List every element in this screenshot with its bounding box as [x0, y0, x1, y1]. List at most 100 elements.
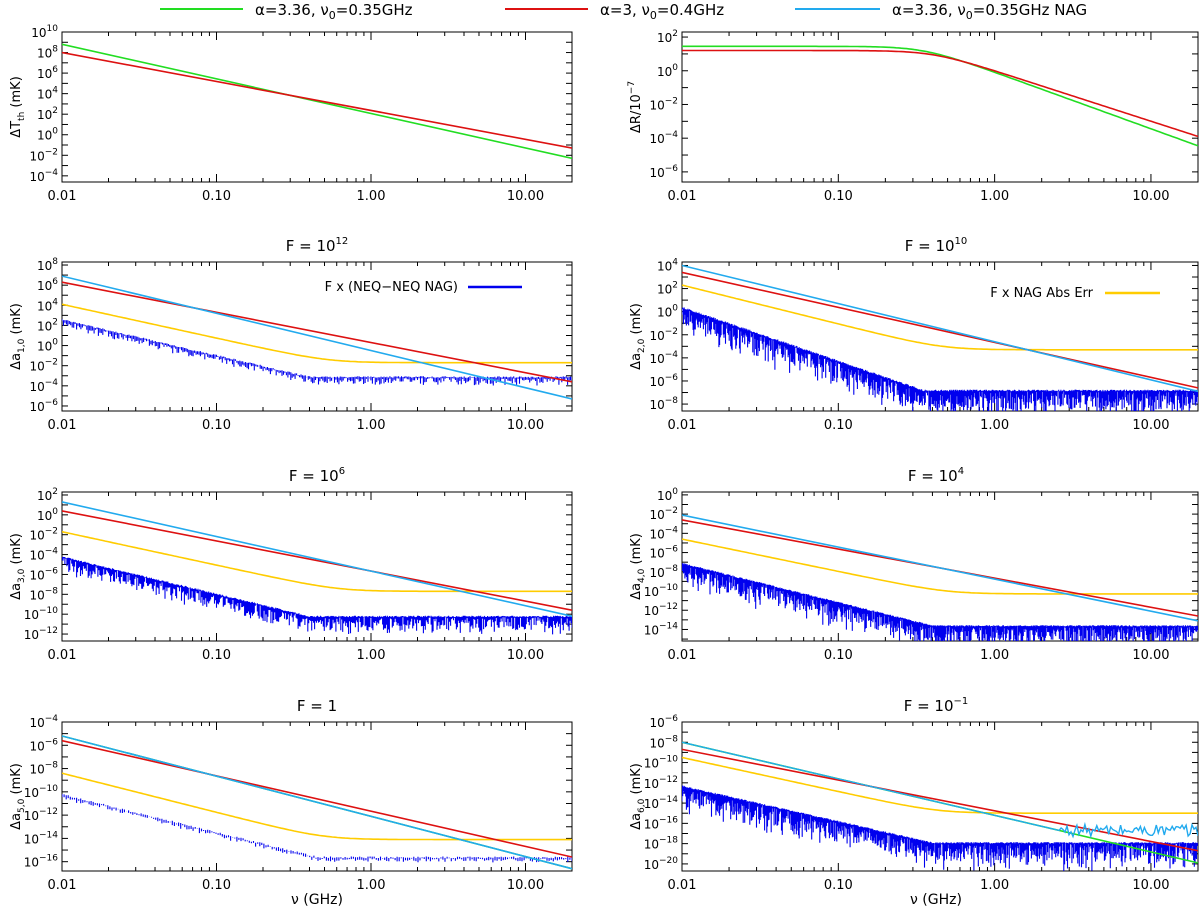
- series-p7-noise-noise: [682, 785, 1198, 871]
- y-tick-label-p2: 106: [37, 277, 58, 293]
- y-tick-label-p6: 10−6: [29, 737, 58, 753]
- series-p6-noise-noise: [62, 794, 572, 863]
- x-tick-label-p1: 10.00: [1132, 189, 1169, 204]
- series-p7-floor-naga: [682, 756, 1198, 814]
- y-tick-label-p1: 100: [657, 63, 678, 79]
- panel-p3: 0.01 0.10 1.00 10.00 10−8 10−6 10−4 10−2 100 102 1…: [629, 257, 1199, 433]
- series-p7-power-red: [682, 748, 1198, 852]
- x-tick-label-p3: 0.10: [824, 418, 853, 433]
- series-p6-floor-naga: [62, 772, 572, 841]
- series-layer-p6: [62, 735, 572, 870]
- y-axis-label-p7: Δa6,0 (mK): [629, 763, 647, 830]
- x-tick-label-p7: 0.01: [668, 878, 697, 893]
- y-tick-label-p4: 10−10: [24, 606, 59, 622]
- inset-legend-label-p2: F x (NEQ−NEQ NAG): [325, 280, 458, 295]
- series-p3-power-red: [682, 271, 1198, 389]
- x-tick-label-p7: 10.00: [1132, 878, 1169, 893]
- panel-p4: 0.01 0.10 1.00 10.00 10−12 10−10 10−8 10−6 10−4 1…: [9, 487, 573, 663]
- x-tick-label-p4: 0.01: [48, 648, 77, 663]
- series-layer-p0: [62, 43, 572, 160]
- panel-p7: 0.01 0.10 1.00 10.00 10−20 10−18 10−16 10−14 10−…: [629, 714, 1199, 893]
- x-tick-label-p6: 0.01: [48, 878, 77, 893]
- panel-title-p6: F = 1: [297, 697, 337, 715]
- y-tick-label-p7: 10−6: [649, 714, 678, 730]
- panel-p6: 0.01 0.10 1.00 10.00 10−16 10−14 10−12 10−10 10−…: [9, 714, 573, 893]
- y-tick-label-p5: 10−4: [649, 525, 678, 541]
- y-tick-label-p5: 10−2: [649, 506, 678, 522]
- legend-label-cyan: α=3.36, ν0=0.35GHz NAG: [892, 1, 1087, 22]
- series-p5-floor-naga: [682, 538, 1198, 595]
- y-tick-label-p3: 100: [657, 304, 678, 320]
- y-tick-label-p7: 10−18: [644, 836, 679, 852]
- y-tick-label-p3: 10−4: [649, 350, 678, 366]
- axes-frame-p4: [61, 491, 573, 642]
- series-layer-p4: [62, 501, 572, 635]
- series-p3-floor-naga: [682, 284, 1198, 351]
- series-p1-turnover-green: [682, 45, 1198, 147]
- series-p1-turnover-red: [682, 49, 1198, 138]
- legend-entry-green: α=3.36, ν0=0.35GHz: [160, 1, 413, 22]
- y-tick-label-p2: 108: [37, 257, 58, 273]
- y-tick-label-p7: 10−12: [644, 775, 678, 791]
- y-tick-label-p5: 10−8: [649, 564, 678, 580]
- x-tick-label-p6: 10.00: [507, 878, 544, 893]
- series-layer-p1: [682, 45, 1198, 147]
- y-tick-label-p3: 10−2: [649, 327, 678, 343]
- y-tick-label-p6: 10−4: [29, 714, 58, 730]
- panel-title-p2: F = 1012: [286, 236, 349, 255]
- x-tick-label-p0: 1.00: [357, 189, 386, 204]
- x-tick-label-p0: 10.00: [507, 189, 544, 204]
- series-p4-power-red: [62, 510, 572, 611]
- y-tick-label-p1: 10−2: [649, 96, 678, 112]
- x-tick-label-p0: 0.10: [202, 189, 231, 204]
- y-tick-label-p0: 108: [37, 45, 58, 61]
- y-tick-label-p3: 104: [657, 257, 678, 273]
- series-layer-p3: [682, 264, 1198, 411]
- y-tick-label-p4: 10−4: [29, 547, 58, 563]
- y-tick-label-p4: 10−12: [24, 626, 58, 642]
- y-tick-label-p7: 10−14: [644, 795, 679, 811]
- series-p4-floor-naga: [62, 530, 572, 593]
- axes-frame-p3: [681, 261, 1199, 412]
- y-tick-label-p5: 10−10: [644, 583, 679, 599]
- series-p2-noise-noise: [62, 319, 572, 386]
- panel-title-p4: F = 106: [289, 466, 345, 485]
- y-tick-label-p3: 10−6: [649, 373, 678, 389]
- x-tick-label-p5: 1.00: [980, 648, 1009, 663]
- y-tick-label-p2: 10−6: [29, 398, 58, 414]
- x-tick-label-p5: 10.00: [1132, 648, 1169, 663]
- legend-label-green: α=3.36, ν0=0.35GHz: [255, 1, 413, 22]
- inset-legend-label-p3: F x NAG Abs Err: [990, 286, 1093, 301]
- x-tick-label-p2: 0.10: [202, 418, 231, 433]
- y-axis-label-p1: ΔR/10−7: [627, 81, 644, 133]
- y-tick-label-p4: 10−2: [29, 527, 58, 543]
- x-tick-label-p3: 1.00: [980, 418, 1009, 433]
- series-p4-power-cyan: [62, 501, 572, 617]
- y-tick-label-p1: 10−6: [649, 164, 678, 180]
- x-tick-label-p5: 0.10: [824, 648, 853, 663]
- y-tick-label-p5: 10−6: [649, 545, 678, 561]
- y-axis-label-p3: Δa2,0 (mK): [629, 303, 647, 370]
- y-tick-label-p0: 10−2: [29, 147, 58, 163]
- x-tick-label-p1: 1.00: [980, 189, 1009, 204]
- y-tick-label-p4: 102: [37, 487, 58, 503]
- y-tick-label-p6: 10−16: [24, 854, 59, 870]
- series-p3-power-cyan: [682, 264, 1198, 393]
- y-tick-label-p4: 10−6: [29, 566, 58, 582]
- y-tick-label-p0: 100: [37, 127, 58, 143]
- axes-frame-p0: [61, 31, 573, 183]
- y-tick-label-p3: 10−8: [649, 396, 678, 412]
- y-tick-label-p0: 106: [37, 65, 58, 81]
- legend-label-red: α=3, ν0=0.4GHz: [600, 1, 724, 22]
- inset-legend-p3: F x NAG Abs Err: [990, 286, 1160, 301]
- x-tick-label-p2: 1.00: [357, 418, 386, 433]
- y-tick-label-p5: 100: [657, 487, 678, 503]
- x-tick-label-p3: 10.00: [1132, 418, 1169, 433]
- y-tick-label-p7: 10−8: [649, 734, 678, 750]
- series-p3-noise-noise: [682, 307, 1198, 411]
- x-tick-label-p0: 0.01: [48, 189, 77, 204]
- series-p0-power-green: [62, 43, 572, 160]
- y-tick-label-p4: 100: [37, 507, 58, 523]
- y-tick-label-p1: 102: [657, 29, 678, 45]
